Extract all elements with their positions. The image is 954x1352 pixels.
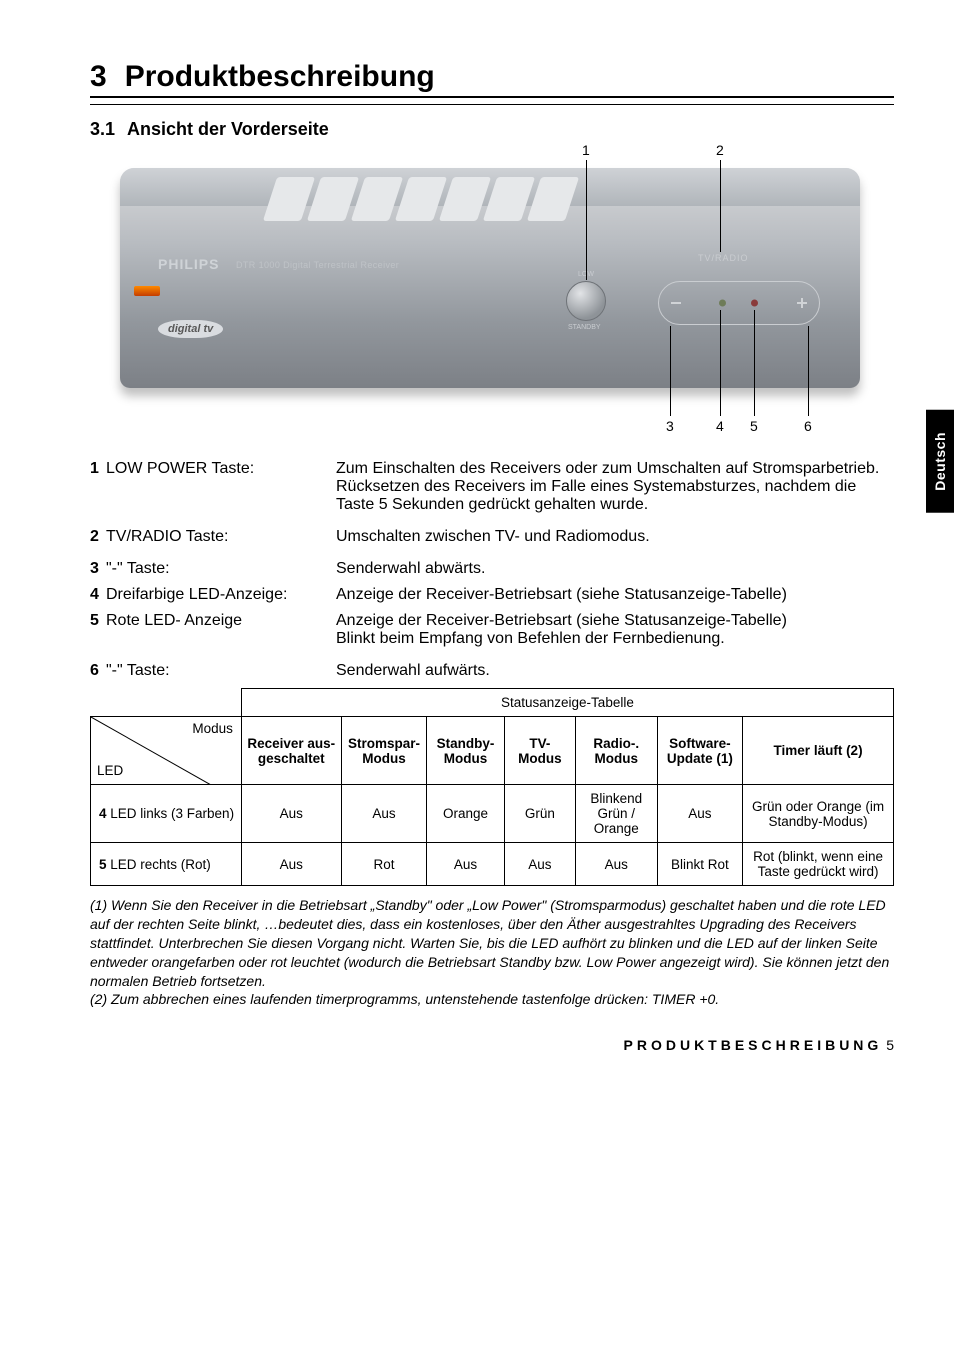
led-tricolor [719,300,726,307]
status-table-header-row: Modus LED Receiver aus-geschaltet Stroms… [91,717,894,785]
definition-list: 1 LOW POWER Taste: Zum Einschalten des R… [90,460,894,680]
status-table-diag-header: Modus LED [91,717,242,785]
model-text: DTR 1000 Digital Terrestrial Receiver [236,260,399,270]
definition-description: Anzeige der Receiver-Betriebsart (siehe … [336,612,894,648]
power-dial [566,281,606,321]
digital-badge: digital tv [158,320,223,338]
device-illustration: PHILIPS DTR 1000 Digital Terrestrial Rec… [110,148,894,448]
status-col-header: Timer läuft (2) [743,717,894,785]
status-row-head: 5 LED rechts (Rot) [91,843,242,886]
status-cell: Grün [504,785,575,843]
brand-large-logo [270,174,640,224]
status-col-header: Receiver aus-geschaltet [241,717,341,785]
definition-item: 6 "-" Taste: Senderwahl aufwärts. [90,662,894,680]
status-cell: Blinkend Grün / Orange [576,785,658,843]
definition-description: Senderwahl aufwärts. [336,662,894,680]
callout-line [586,160,587,280]
definition-label: Dreifarbige LED-Anzeige: [106,586,336,604]
definition-number: 5 [90,612,106,630]
callout-2: 2 [716,142,724,158]
language-tab: Deutsch [926,410,954,513]
callout-4: 4 [716,418,724,434]
footnote: (2) Zum abbrechen eines laufenden timerp… [90,990,894,1009]
footnote: (1) Wenn Sie den Receiver in die Betrieb… [90,896,894,990]
footer-page-number: 5 [886,1037,894,1053]
definition-number: 4 [90,586,106,604]
definition-description: Senderwahl abwärts. [336,560,894,578]
callout-line [720,310,721,416]
callout-line [670,326,671,416]
dial-label-bottom: STANDBY [568,324,601,331]
diag-bot-label: LED [97,763,123,778]
definition-item: 4 Dreifarbige LED-Anzeige: Anzeige der R… [90,586,894,604]
status-cell: Rot (blinkt, wenn eine Taste gedrückt wi… [743,843,894,886]
footer-title: PRODUKTBESCHREIBUNG [624,1037,883,1053]
definition-label: LOW POWER Taste: [106,460,336,478]
status-table-caption: Statusanzeige-Tabelle [241,689,893,717]
footnotes: (1) Wenn Sie den Receiver in die Betrieb… [90,896,894,1009]
status-cell: Aus [504,843,575,886]
section-heading: 3.1 Ansicht der Vorderseite [90,119,894,140]
definition-number: 3 [90,560,106,578]
chapter-heading: 3 Produktbeschreibung [90,60,894,98]
status-table-row: 4 LED links (3 Farben) Aus Aus Orange Gr… [91,785,894,843]
callout-5: 5 [750,418,758,434]
section-title: Ansicht der Vorderseite [127,119,329,139]
page-footer: PRODUKTBESCHREIBUNG 5 [90,1037,894,1053]
led-red [751,300,758,307]
status-cell: Aus [341,785,427,843]
definition-item: 3 "-" Taste: Senderwahl abwärts. [90,560,894,578]
status-cell: Aus [427,843,504,886]
status-cell: Blinkt Rot [657,843,743,886]
tvradio-label: TV/RADIO [698,253,749,263]
status-cell: Grün oder Orange (im Standby-Modus) [743,785,894,843]
chapter-title: Produktbeschreibung [125,60,435,93]
status-cell: Rot [341,843,427,886]
front-slot [134,286,160,296]
status-table: Statusanzeige-Tabelle Modus LED Receiver… [90,688,894,886]
chapter-number: 3 [90,60,107,93]
status-table-row: 5 LED rechts (Rot) Aus Rot Aus Aus Aus B… [91,843,894,886]
callout-6: 6 [804,418,812,434]
callout-1: 1 [582,142,590,158]
status-cell: Aus [241,843,341,886]
definition-item: 2 TV/RADIO Taste: Umschalten zwischen TV… [90,528,894,546]
page: Deutsch 3 Produktbeschreibung 3.1 Ansicht … [0,0,954,1093]
status-row-head: 4 LED links (3 Farben) [91,785,242,843]
definition-label: "-" Taste: [106,560,336,578]
status-col-header: Software- Update (1) [657,717,743,785]
status-cell: Aus [657,785,743,843]
status-col-header: Standby- Modus [427,717,504,785]
status-col-header: Radio-. Modus [576,717,658,785]
status-cell: Aus [241,785,341,843]
definition-number: 1 [90,460,106,478]
definition-label: "-" Taste: [106,662,336,680]
definition-description: Zum Einschalten des Receivers oder zum U… [336,460,894,514]
definition-label: TV/RADIO Taste: [106,528,336,546]
thin-rule [90,104,894,105]
section-number: 3.1 [90,119,115,139]
callout-line [754,310,755,416]
plus-glyph [797,298,807,308]
definition-number: 6 [90,662,106,680]
front-control-pill [658,281,820,325]
status-col-header: Stromspar- Modus [341,717,427,785]
definition-number: 2 [90,528,106,546]
definition-description: Anzeige der Receiver-Betriebsart (siehe … [336,586,894,604]
status-col-header: TV- Modus [504,717,575,785]
definition-item: 1 LOW POWER Taste: Zum Einschalten des R… [90,460,894,514]
callout-line [720,160,721,252]
status-cell: Aus [576,843,658,886]
diag-top-label: Modus [192,721,233,736]
callout-3: 3 [666,418,674,434]
minus-glyph [671,302,681,304]
status-table-blank [91,689,242,717]
definition-description: Umschalten zwischen TV- und Radiomodus. [336,528,894,546]
definition-label: Rote LED- Anzeige [106,612,336,630]
definition-item: 5 Rote LED- Anzeige Anzeige der Receiver… [90,612,894,648]
brand-small-text: PHILIPS [158,256,219,272]
callout-line [808,326,809,416]
status-cell: Orange [427,785,504,843]
